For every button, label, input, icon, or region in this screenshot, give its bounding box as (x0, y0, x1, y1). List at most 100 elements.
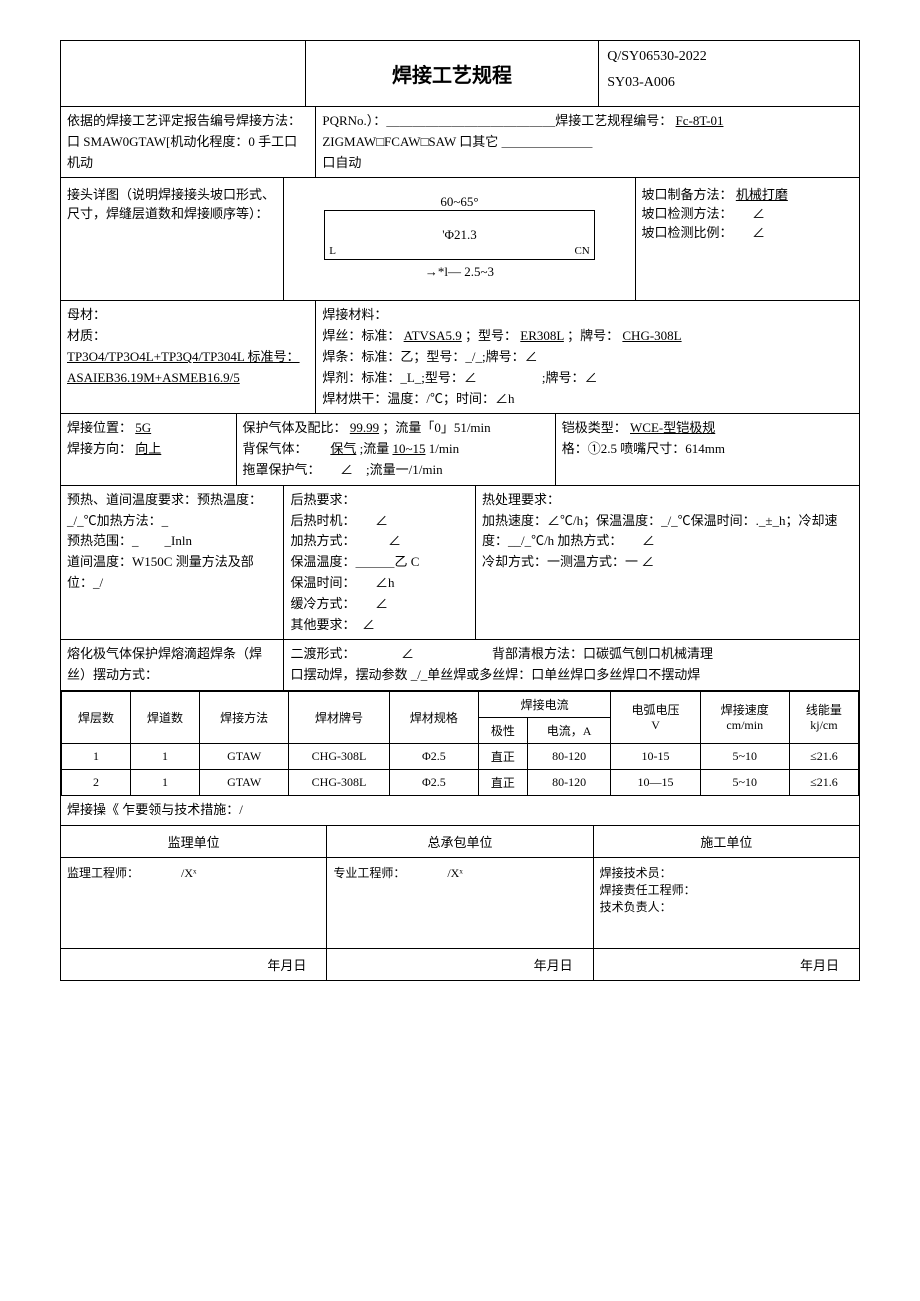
sign-col3: 焊接技术员： 焊接责任工程师： 技术负责人： (594, 858, 859, 948)
groove-angle: 60~65° (324, 194, 594, 210)
wire-brand-lbl: ；牌号： (567, 328, 619, 343)
sign-s2: 专业工程师： /Xˣ (333, 864, 586, 881)
back-label: 背保气体： (243, 441, 328, 456)
table-cell: 80-120 (527, 743, 611, 769)
th-amp: 电流，A (527, 717, 611, 743)
sign-header: 监理单位 总承包单位 施工单位 (61, 826, 859, 858)
table-row: 21GTAWCHG-308LΦ2.5直正80-12010—155~10≤21.6 (62, 769, 859, 795)
prep-method-label: 坡口制备方法： (642, 187, 733, 202)
code-2: SY03-A006 (607, 75, 851, 91)
doc-title: 焊接工艺规程 (306, 41, 600, 106)
table-cell: 1 (131, 769, 200, 795)
sketch-dia: 'Φ21.3 (442, 227, 477, 243)
th-spec: 焊材规格 (389, 691, 478, 743)
table-cell: ≤21.6 (789, 743, 858, 769)
sign-h2: 总承包单位 (327, 826, 593, 857)
base-label: 母材： (67, 305, 309, 326)
wire-std: ATVSA5.9 (404, 328, 462, 343)
params-table: 焊层数 焊道数 焊接方法 焊材牌号 焊材规格 焊接电流 电弧电压 V 焊接速度 … (61, 691, 859, 796)
notes-row: 焊接操《 乍要领与技术措施：/ (61, 796, 859, 826)
doc-codes: Q/SY06530-2022 SY03-A006 (599, 41, 859, 106)
table-cell: 10—15 (611, 769, 700, 795)
sign-s3b: 焊接责任工程师： (600, 881, 853, 898)
table-cell: 80-120 (527, 769, 611, 795)
postheat-cell: 后热要求： 后热时机： ∠ 加热方式： ∠ 保温温度：＿＿＿乙 C 保温时间： … (284, 486, 476, 640)
sign-s3c: 技术负责人： (600, 898, 853, 915)
th-current-group: 焊接电流 (478, 691, 610, 717)
postheat-label: 后热要求： (290, 490, 469, 511)
pqr-left: 依据的焊接工艺评定报告编号焊接方法：口 SMAW0GTAW[机动化程度：0 手工… (61, 107, 316, 177)
th-brand: 焊材牌号 (289, 691, 389, 743)
wire-lbl: 焊丝：标准： (322, 328, 400, 343)
pqr-row: 依据的焊接工艺评定报告编号焊接方法：口 SMAW0GTAW[机动化程度：0 手工… (61, 107, 859, 178)
back-val: 保气 (330, 441, 356, 456)
tungsten-cell: 铠极类型： WCE-型铠极规 格：①2.5 喷嘴尺寸：614mm (556, 414, 859, 484)
sign-col1: 监理工程师： /Xˣ (61, 858, 327, 948)
dir-label: 焊接方向： (67, 441, 132, 456)
flux-line: 焊剂：标准：_L_;型号：∠ ;牌号：∠ (322, 368, 853, 389)
groove-prep: 坡口制备方法： 机械打磨 坡口检测方法： ∠ 坡口检测比例： ∠ (636, 178, 859, 300)
joint-sketch: 60~65° L 'Φ21.3 CN →*l— 2.5~3 (284, 178, 635, 300)
postheat-body: 后热时机： ∠ 加热方式： ∠ 保温温度：＿＿＿乙 C 保温时间： ∠h 缓冷方… (290, 511, 469, 636)
table-cell: 10-15 (611, 743, 700, 769)
back-flow: ;流量 (360, 441, 390, 456)
table-cell: 2 (62, 769, 131, 795)
table-cell: 1 (131, 743, 200, 769)
shield-flow: ；流量「0」51/min (382, 420, 490, 435)
table-cell: Φ2.5 (389, 769, 478, 795)
inspect-ratio: 坡口检测比例： ∠ (642, 222, 853, 241)
table-cell: 1 (62, 743, 131, 769)
transfer-r2: 口摆动焊，摆动参数 _/_单丝焊或多丝焊：口单丝焊口多丝焊口不摆动焊 (290, 665, 853, 686)
title-row: 焊接工艺规程 Q/SY06530-2022 SY03-A006 (61, 41, 859, 107)
pwht-cell: 热处理要求： 加热速度：∠℃/h；保温温度：_/_℃保温时间：._±_h；冷却速… (476, 486, 859, 640)
pqr-right: PQRNo.）：＿＿＿＿＿＿＿＿＿＿＿＿＿焊接工艺规程编号： Fc-8T-01 … (316, 107, 859, 177)
th-method: 焊接方法 (200, 691, 289, 743)
transfer-r1: 二渡形式： ∠ 背部清根方法：口碳弧气刨口机械清理 (290, 644, 853, 665)
back-flow-v: 10~15 (392, 441, 425, 456)
th-speed: 焊接速度 cm/min (700, 691, 789, 743)
tung-label: 铠极类型： (562, 420, 627, 435)
date-3: 年月日 (594, 949, 859, 980)
heat-row: 预热、道间温度要求：预热温度：_/_℃加热方法：_ 预热范围：_ _Inln 道… (61, 486, 859, 641)
th-volt: 电弧电压 V (611, 691, 700, 743)
table-cell: 直正 (478, 769, 527, 795)
wire-model-lbl: ；型号： (465, 328, 517, 343)
tung-spec: 格：①2.5 喷嘴尺寸：614mm (562, 441, 725, 456)
position-cell: 焊接位置： 5G 焊接方向： 向上 (61, 414, 237, 484)
pwht-body: 加热速度：∠℃/h；保温温度：_/_℃保温时间：._±_h；冷却速度：__/_℃… (482, 511, 853, 573)
joint-desc: 接头详图（说明焊接接头坡口形式、尺寸，焊缝层道数和焊接顺序等）： (61, 178, 284, 300)
notes-cell: 焊接操《 乍要领与技术措施：/ (61, 796, 859, 825)
filler-metal: 焊接材料： 焊丝：标准： ATVSA5.9 ；型号： ER308L ；牌号： C… (316, 301, 859, 413)
table-row: 11GTAWCHG-308LΦ2.5直正80-12010-155~10≤21.6 (62, 743, 859, 769)
th-polarity: 极性 (478, 717, 527, 743)
params-table-wrap: 焊层数 焊道数 焊接方法 焊材牌号 焊材规格 焊接电流 电弧电压 V 焊接速度 … (61, 691, 859, 796)
shield-label: 保护气体及配比： (243, 420, 347, 435)
date-row: 年月日 年月日 年月日 (61, 949, 859, 980)
table-cell: Φ2.5 (389, 743, 478, 769)
date-1: 年月日 (61, 949, 327, 980)
sign-body: 监理工程师： /Xˣ 专业工程师： /Xˣ 焊接技术员： 焊接责任工程师： 技术… (61, 858, 859, 949)
rod-line: 焊条：标准：乙；型号：_/_;牌号：∠ (322, 347, 853, 368)
pqr-line2: ZIGMAW□FCAW□SAW 口其它 ＿＿＿＿＿＿＿ (322, 134, 592, 149)
table-cell: GTAW (200, 743, 289, 769)
sign-col2: 专业工程师： /Xˣ (327, 858, 593, 948)
transfer-row: 熔化极气体保护焊熔滴超焊条（焊丝）摆动方式： 二渡形式： ∠ 背部清根方法：口碳… (61, 640, 859, 691)
base-metal: 母材： 材质： TP3O4/TP3O4L+TP3Q4/TP304L 标准号：AS… (61, 301, 316, 413)
pqr-line1: PQRNo.）：＿＿＿＿＿＿＿＿＿＿＿＿＿焊接工艺规程编号： (322, 113, 672, 128)
sketch-L: L (329, 245, 336, 257)
sketch-CN: CN (574, 245, 589, 257)
pos-label: 焊接位置： (67, 420, 132, 435)
preheat-cell: 预热、道间温度要求：预热温度：_/_℃加热方法：_ 预热范围：_ _Inln 道… (61, 486, 284, 640)
pwht-label: 热处理要求： (482, 490, 853, 511)
bake-line: 焊材烘干：温度：/℃；时间：∠h (322, 389, 853, 410)
sign-s3a: 焊接技术员： (600, 864, 853, 881)
base-mat: 材质： (67, 326, 309, 347)
drag-gas: 拖罩保护气： ∠ ;流量一/1/min (243, 462, 443, 477)
material-row: 母材： 材质： TP3O4/TP3O4L+TP3Q4/TP304L 标准号：AS… (61, 301, 859, 414)
shield-val: 99.99 (350, 420, 379, 435)
table-cell: ≤21.6 (789, 769, 858, 795)
tung-val: WCE-型铠极规 (630, 420, 715, 435)
table-cell: 5~10 (700, 743, 789, 769)
position-row: 焊接位置： 5G 焊接方向： 向上 保护气体及配比： 99.99 ；流量「0」5… (61, 414, 859, 485)
base-spec: TP3O4/TP3O4L+TP3Q4/TP304L 标准号：ASAIEB36.1… (67, 347, 309, 389)
